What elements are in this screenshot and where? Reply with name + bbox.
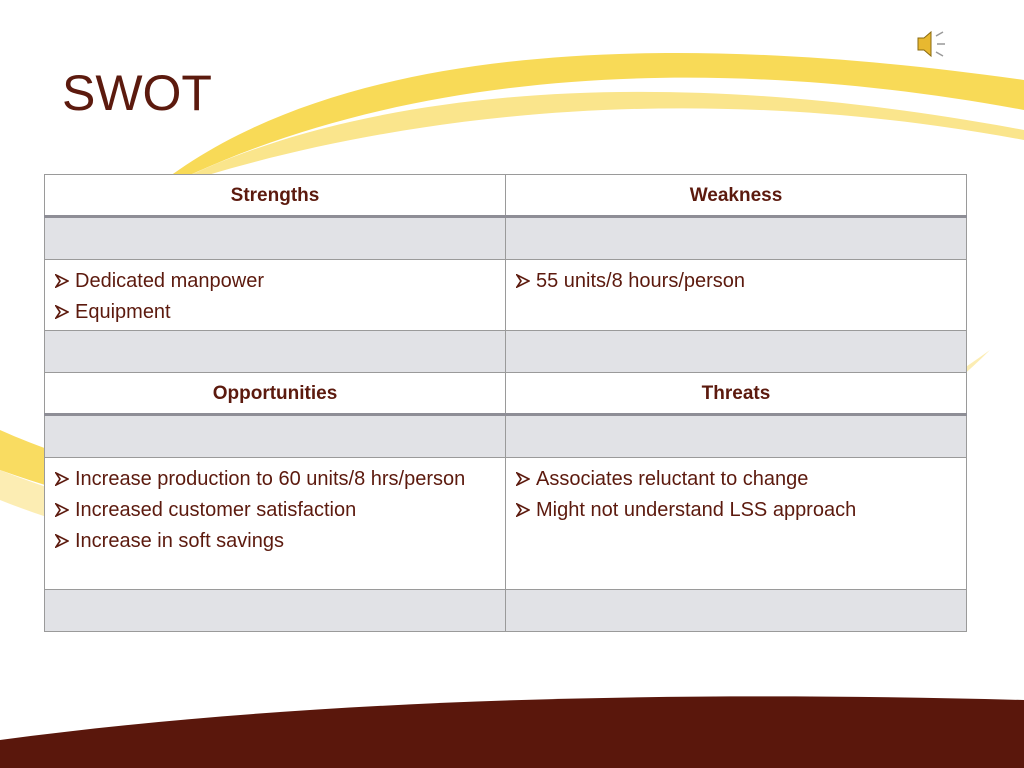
list-item: 55 units/8 hours/person (514, 266, 956, 297)
swot-table: Strengths Weakness Dedicated manpower Equip… (44, 174, 967, 632)
cell (44, 330, 506, 373)
header-row: Opportunities Threats (44, 372, 967, 416)
bullet-arrow (514, 272, 531, 290)
row (44, 589, 967, 632)
bullet-arrow (514, 501, 531, 519)
list-item: Might not understand LSS approach (514, 495, 956, 526)
bullet-arrow (53, 272, 70, 290)
cell (505, 414, 967, 458)
cell (44, 414, 506, 458)
cell (44, 216, 506, 260)
cell: Dedicated manpower Equipment (44, 259, 506, 331)
item-text: 55 units/8 hours/person (536, 270, 746, 292)
item-text: Equipment (75, 301, 171, 323)
row: Increase production to 60 units/8 hrs/pe… (44, 457, 967, 590)
list-item: Increased customer satisfaction (53, 495, 495, 526)
row (44, 414, 967, 458)
bullet-arrow (53, 303, 70, 321)
item-text: Increased customer satisfaction (75, 499, 357, 521)
header-cell: Weakness (505, 174, 967, 218)
list-item: Increase in soft savings (53, 526, 495, 557)
item-text: Increase production to 60 units/8 hrs/pe… (75, 468, 466, 490)
speaker-icon[interactable] (917, 30, 945, 58)
title: SWOT (62, 65, 212, 121)
cell (505, 589, 967, 632)
item-text: Might not understand LSS approach (536, 499, 857, 521)
cell (505, 330, 967, 373)
bullet-arrow (53, 501, 70, 519)
cell: Increase production to 60 units/8 hrs/pe… (44, 457, 506, 590)
header-cell: Threats (505, 372, 967, 416)
list-item: Associates reluctant to change (514, 464, 956, 495)
cell (505, 216, 967, 260)
header-cell: Strengths (44, 174, 506, 218)
bullet-arrow (53, 470, 70, 488)
cell: 55 units/8 hours/person (505, 259, 967, 331)
list-item: Increase production to 60 units/8 hrs/pe… (53, 464, 495, 495)
header-row: Strengths Weakness (44, 174, 967, 218)
bullet-arrow (514, 470, 531, 488)
row: Dedicated manpower Equipment 55 units/8 ho… (44, 259, 967, 331)
item-text: Increase in soft savings (75, 530, 284, 552)
row (44, 216, 967, 260)
list-item: Dedicated manpower (53, 266, 495, 297)
item-text: Dedicated manpower (75, 270, 264, 292)
cell (44, 589, 506, 632)
row (44, 330, 967, 373)
cell: Associates reluctant to change Might not … (505, 457, 967, 590)
bullet-arrow (53, 532, 70, 550)
list-item: Equipment (53, 297, 495, 328)
header-cell: Opportunities (44, 372, 506, 416)
item-text: Associates reluctant to change (536, 468, 809, 490)
